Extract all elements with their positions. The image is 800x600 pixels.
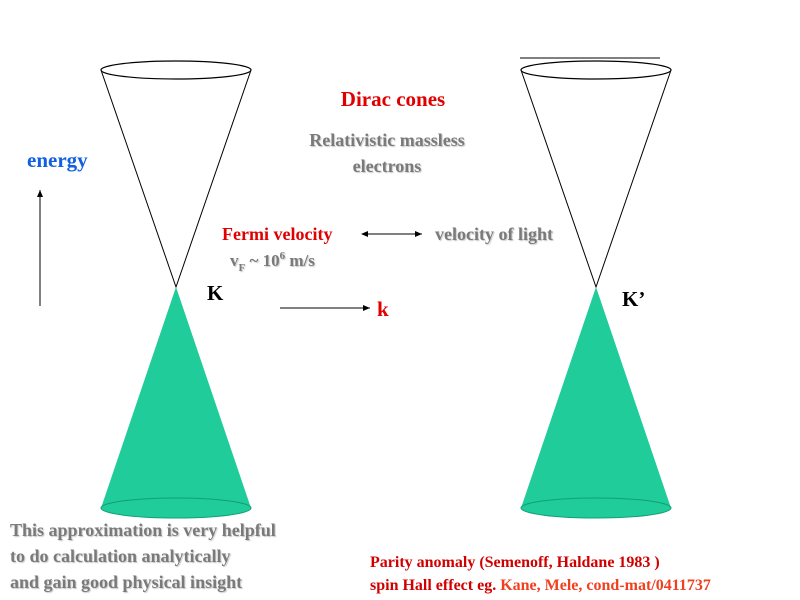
- momentum-label: k: [377, 297, 389, 321]
- note-line: This approximation is very helpful: [10, 520, 276, 540]
- note-line: and gain good physical insight: [10, 572, 242, 592]
- vf-v: v: [230, 251, 239, 270]
- energy-label: energy: [27, 148, 88, 172]
- subtitle: electrons: [353, 156, 422, 176]
- cone-left: [100, 60, 252, 519]
- fermi-velocity: Fermi velocity: [222, 224, 332, 244]
- note-line: to do calculation analytically: [10, 546, 231, 566]
- vf-mid: ~ 10: [245, 251, 279, 270]
- cone-right: [520, 57, 672, 519]
- vf-unit: m/s: [285, 251, 315, 270]
- title: Dirac cones: [341, 87, 445, 111]
- reference-citation: Kane, Mele, cond-mat/0411737: [500, 577, 711, 594]
- reference-prefix: spin Hall effect eg.: [370, 577, 500, 594]
- point-k: K: [207, 281, 224, 305]
- vf-sub: F: [239, 262, 246, 274]
- velocity-of-light: velocity of light: [435, 224, 553, 244]
- vf-sup: 6: [280, 250, 286, 262]
- reference-line: Parity anomaly (Semenoff, Haldane 1983 ): [370, 554, 660, 571]
- reference-line: spin Hall effect eg. Kane, Mele, cond-ma…: [370, 577, 711, 594]
- vf-formula: vF ~ 106 m/s: [230, 250, 315, 274]
- point-k-prime: K’: [622, 287, 645, 311]
- subtitle: Relativistic massless: [309, 130, 464, 150]
